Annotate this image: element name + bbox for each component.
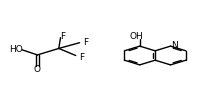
- Text: N: N: [171, 40, 178, 49]
- Text: OH: OH: [129, 32, 143, 41]
- Text: F: F: [79, 53, 84, 62]
- Text: F: F: [83, 38, 89, 47]
- Text: O: O: [34, 64, 41, 73]
- Text: F: F: [61, 32, 66, 41]
- Text: HO: HO: [9, 44, 23, 53]
